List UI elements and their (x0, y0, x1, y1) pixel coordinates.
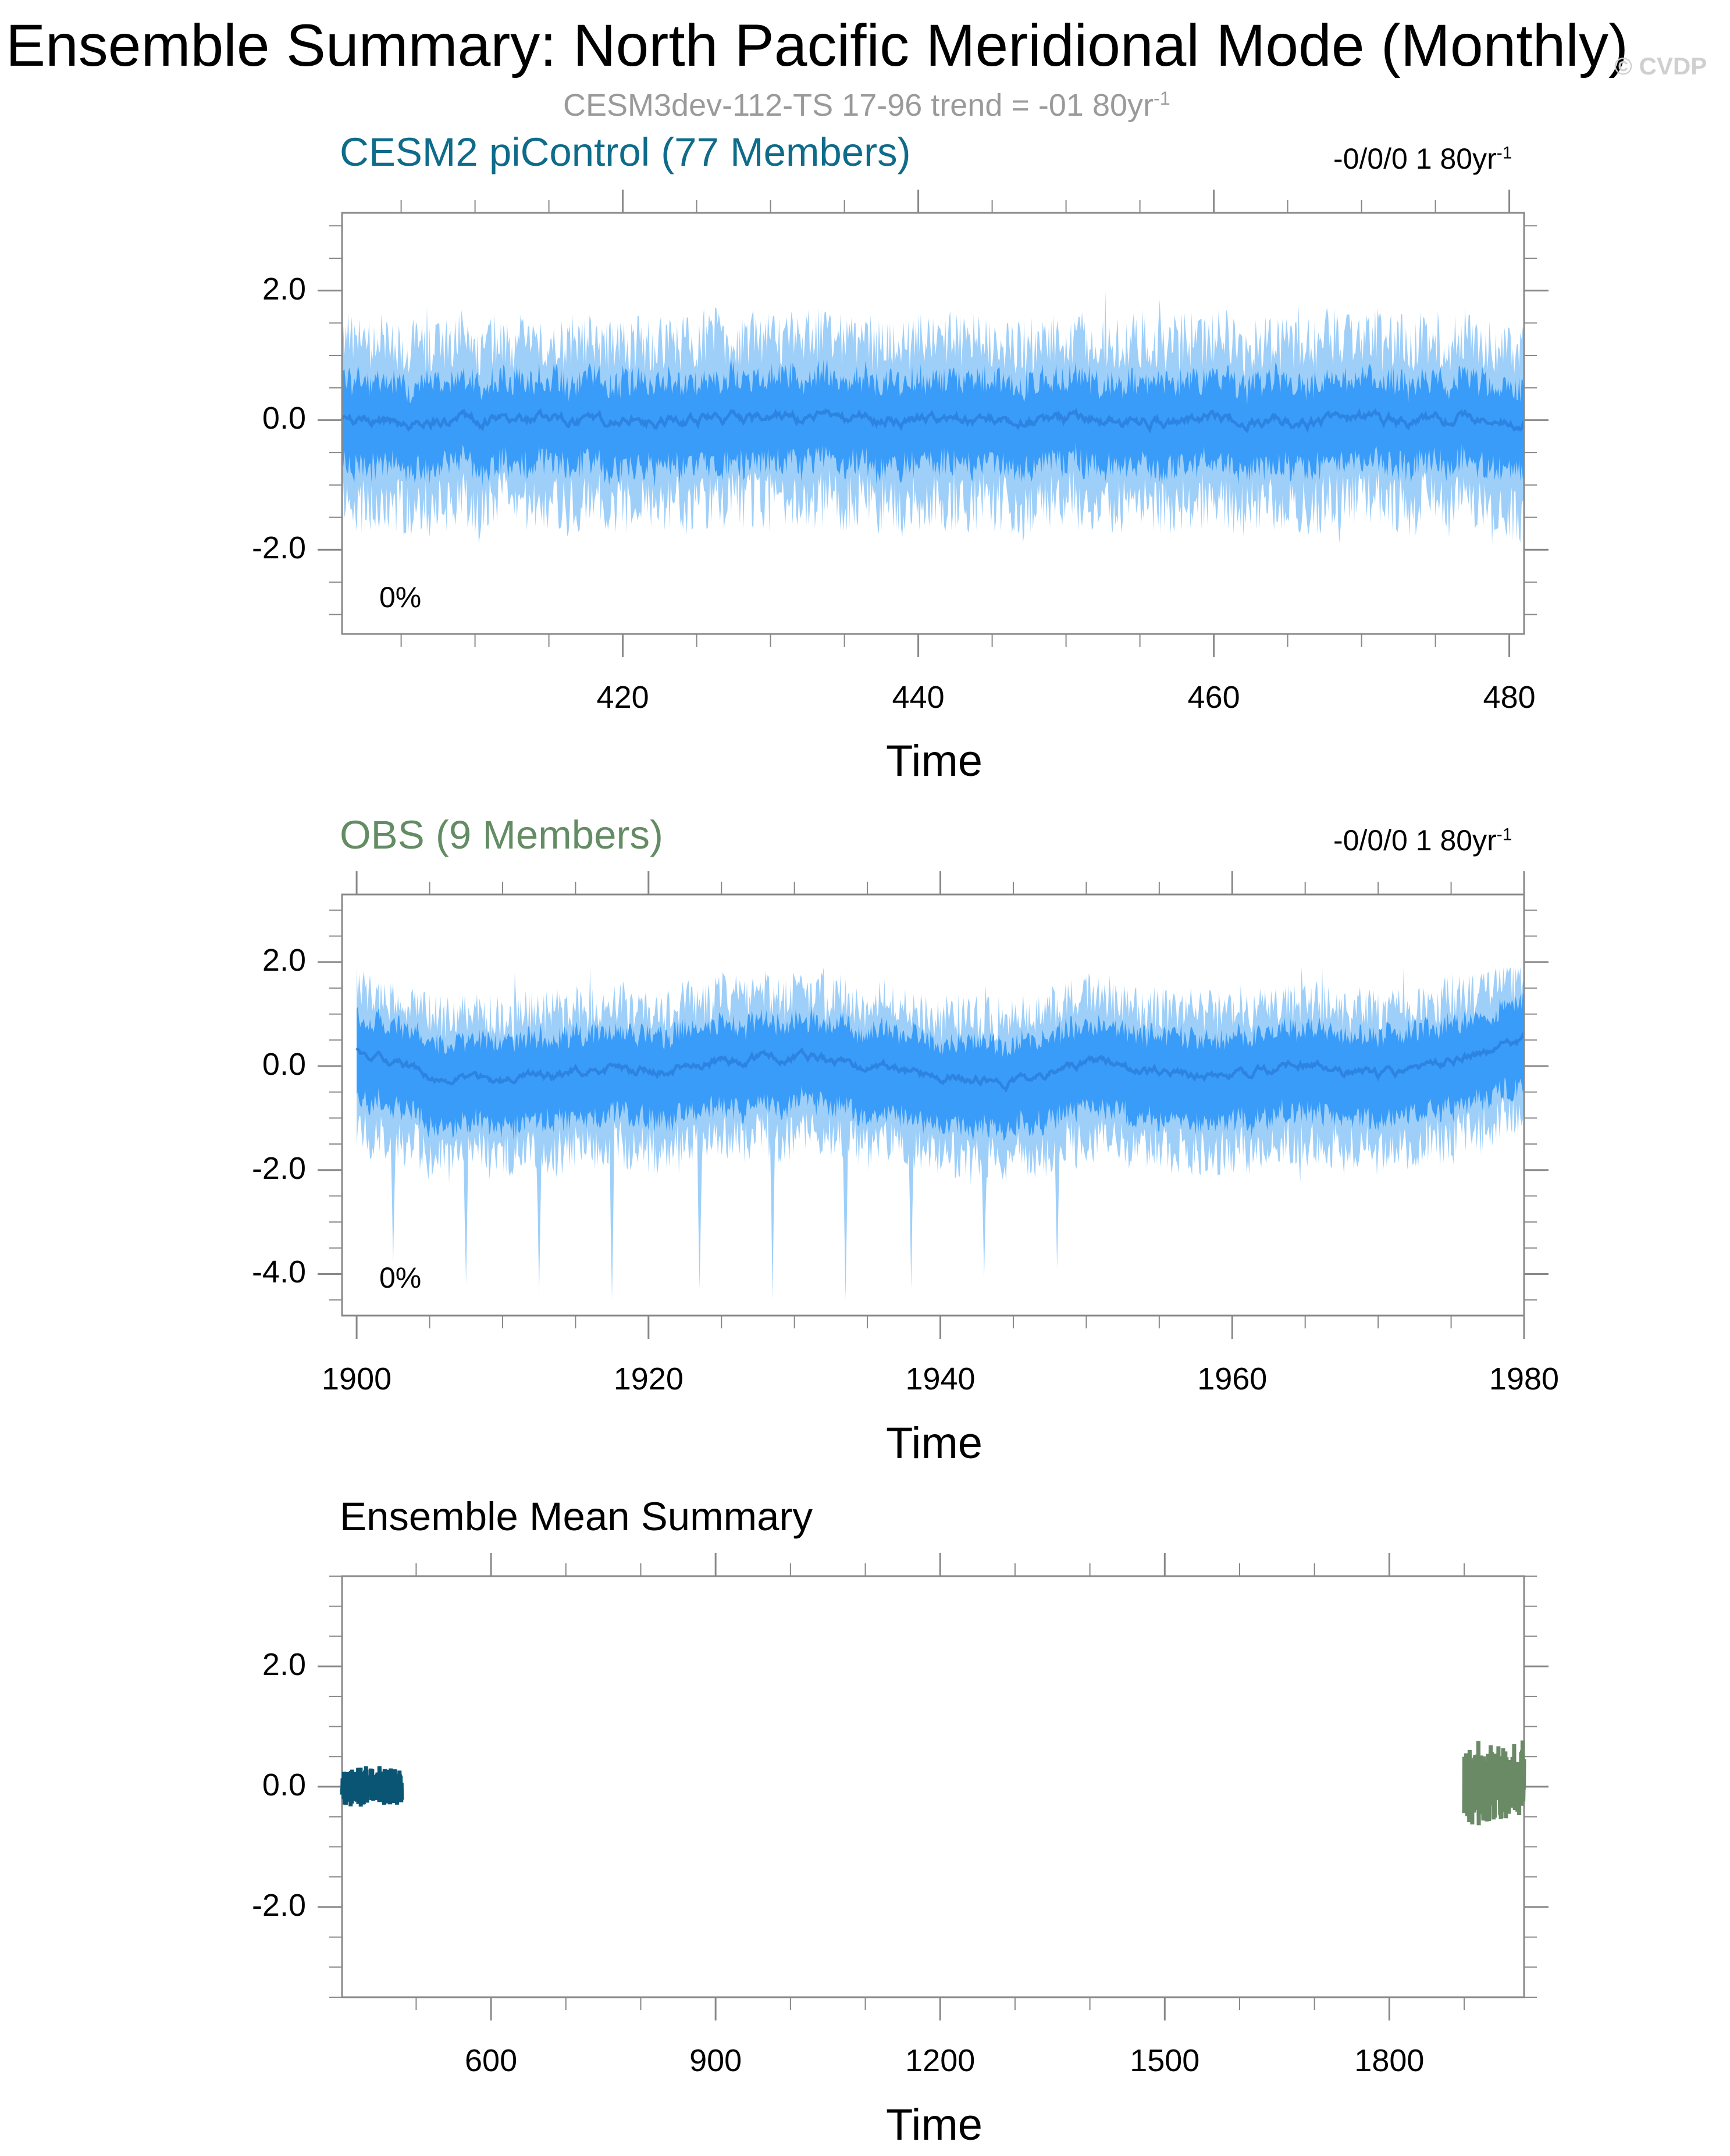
inner-range-band (342, 358, 1524, 487)
trend-sup: -1 (1496, 143, 1512, 163)
panel-title-summary: Ensemble Mean Summary (340, 1494, 813, 1539)
chart-subtitle: CESM3dev-112-TS 17-96 trend = -01 80yr-1 (563, 87, 1170, 123)
x-tick-label: 440 (892, 680, 945, 715)
x-tick-label: 1900 (322, 1362, 392, 1396)
x-tick-label: 1500 (1130, 2043, 1200, 2078)
obs-mean-series (1462, 1740, 1526, 1826)
panel-title-cesm: CESM2 piControl (77 Members) (340, 130, 911, 174)
outer-range-band (357, 967, 1524, 1300)
panel-summary-axes (318, 1553, 1549, 2020)
y-tick-label: 2.0 (262, 271, 306, 307)
y-tick-label: 2.0 (262, 943, 306, 978)
panel-cesm-axes (318, 190, 1549, 657)
x-tick-label: 1800 (1354, 2043, 1425, 2078)
y-tick-label: 0.0 (262, 1767, 306, 1802)
y-tick-label: 0.0 (262, 401, 306, 436)
subtitle-text: CESM3dev-112-TS 17-96 trend = -01 80yr (563, 88, 1154, 123)
x-axis-title-summary: Time (885, 2100, 983, 2150)
y-tick-label: 2.0 (262, 1647, 306, 1683)
panel-obs-axes (318, 871, 1549, 1339)
x-tick-label: 460 (1187, 680, 1240, 715)
x-tick-label: 1980 (1489, 1362, 1560, 1396)
y-tick-label: -2.0 (251, 530, 306, 566)
panel-title-obs: OBS (9 Members) (340, 812, 663, 857)
subtitle-sup: -1 (1154, 88, 1170, 109)
percent-label-obs: 0% (379, 1261, 422, 1294)
panel-summary-frame (341, 1575, 1525, 1998)
panel-trend-obs: -0/0/0 1 80yr-1 (1333, 824, 1512, 857)
inner-range-band (357, 993, 1524, 1141)
x-tick-label: 1940 (905, 1362, 976, 1396)
panel-obs-frame (341, 893, 1525, 1317)
x-tick-label: 480 (1483, 680, 1536, 715)
trend-text: -0/0/0 1 80yr (1333, 142, 1497, 175)
x-tick-label: 1200 (905, 2043, 976, 2078)
x-tick-label: 1960 (1197, 1362, 1268, 1396)
watermark: © CVDP (1614, 52, 1707, 80)
x-tick-label: 420 (596, 680, 649, 715)
x-axis-title-cesm: Time (885, 736, 983, 786)
ensemble-mean-line (355, 1032, 1526, 1093)
x-tick-label: 1920 (613, 1362, 684, 1396)
x-axis-title-obs: Time (885, 1419, 983, 1468)
y-tick-label: -4.0 (251, 1255, 306, 1290)
ensemble-mean-line (340, 408, 1526, 434)
trend-sup: -1 (1496, 825, 1512, 844)
trend-text: -0/0/0 1 80yr (1333, 824, 1497, 857)
panel-cesm-frame (341, 212, 1525, 635)
cesm-mean-series (340, 1766, 404, 1807)
y-tick-label: -2.0 (251, 1887, 306, 1923)
x-tick-label: 900 (689, 2043, 742, 2078)
y-tick-label: -2.0 (251, 1150, 306, 1186)
percent-label-cesm: 0% (379, 581, 422, 614)
x-tick-label: 600 (465, 2043, 518, 2078)
chart-title: Ensemble Summary: North Pacific Meridion… (6, 12, 1628, 79)
y-tick-label: 0.0 (262, 1046, 306, 1082)
panel-trend-cesm: -0/0/0 1 80yr-1 (1333, 142, 1512, 176)
